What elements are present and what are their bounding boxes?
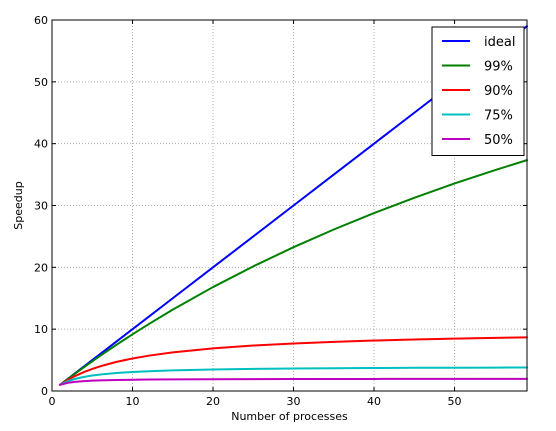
series-line-90-percent xyxy=(59,336,528,386)
x-tick-label: 50 xyxy=(448,395,462,408)
y-tick-label: 40 xyxy=(34,138,48,151)
legend-box xyxy=(431,26,525,156)
legend: ideal 99% 90% 75% 50% xyxy=(431,26,525,156)
x-tick-label: 40 xyxy=(367,395,381,408)
legend-label-50-percent: 50% xyxy=(484,133,513,148)
x-tick-label: 0 xyxy=(49,395,56,408)
x-tick-label: 10 xyxy=(126,395,140,408)
y-tick-label: 20 xyxy=(34,261,48,274)
y-tick-label: 60 xyxy=(34,14,48,27)
legend-label-75-percent: 75% xyxy=(484,109,513,124)
legend-label-90-percent: 90% xyxy=(484,84,513,99)
legend-label-ideal: ideal xyxy=(484,35,515,50)
y-axis-label: Speedup xyxy=(12,181,25,229)
series-line-50-percent xyxy=(59,377,528,386)
legend-label-99-percent: 99% xyxy=(484,60,513,75)
y-tick-label: 10 xyxy=(34,323,48,336)
x-tick-label: 30 xyxy=(287,395,301,408)
x-tick-label: 20 xyxy=(206,395,220,408)
x-axis-label: Number of processes xyxy=(231,410,348,423)
y-tick-label: 50 xyxy=(34,76,48,89)
series-line-99-percent xyxy=(59,159,528,386)
y-tick-label: 30 xyxy=(34,200,48,213)
axis-ticks: 0 10 20 30 40 50 0 10 20 30 40 50 60 xyxy=(34,14,527,408)
y-tick-label: 0 xyxy=(41,385,48,398)
series-layer xyxy=(59,25,528,386)
series-line-75-percent xyxy=(59,366,528,386)
